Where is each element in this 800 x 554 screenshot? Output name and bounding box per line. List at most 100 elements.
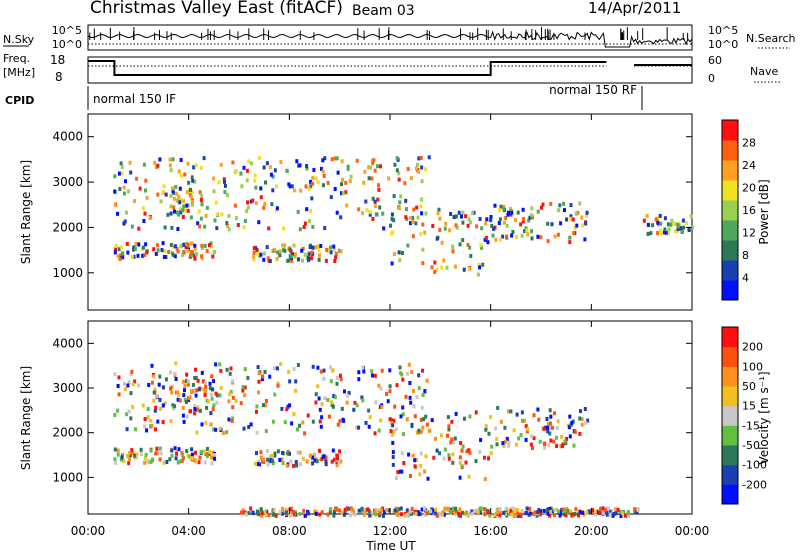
range-cell bbox=[352, 407, 356, 412]
range-cell bbox=[427, 155, 431, 160]
noise-sky-line bbox=[87, 30, 693, 48]
range-cell bbox=[435, 513, 439, 517]
range-cell bbox=[311, 175, 315, 180]
range-cell bbox=[149, 448, 153, 453]
range-cell bbox=[419, 464, 423, 468]
range-cell bbox=[499, 204, 503, 209]
range-cell bbox=[516, 210, 520, 215]
range-cell bbox=[415, 395, 419, 400]
range-cell bbox=[496, 510, 500, 515]
range-cell bbox=[294, 463, 298, 468]
feature-band-E bbox=[390, 205, 494, 277]
range-cell bbox=[438, 228, 442, 232]
range-cell bbox=[205, 249, 209, 253]
range-cell bbox=[561, 442, 565, 447]
range-cell bbox=[114, 247, 118, 252]
range-cell bbox=[411, 219, 415, 224]
noise-left-tick-top: 10^5 bbox=[52, 24, 82, 37]
range-cell bbox=[413, 464, 417, 469]
range-cell bbox=[210, 396, 214, 401]
range-cell bbox=[548, 507, 551, 511]
range-cell bbox=[376, 508, 380, 513]
range-cell bbox=[285, 168, 289, 173]
range-cell bbox=[190, 202, 194, 207]
range-cell bbox=[233, 203, 237, 208]
range-cell bbox=[123, 381, 126, 386]
range-cell bbox=[318, 253, 321, 258]
range-cell bbox=[255, 409, 258, 414]
range-cell bbox=[314, 511, 318, 516]
range-cell bbox=[279, 362, 283, 367]
colorbar-tick-label: 100 bbox=[742, 360, 763, 373]
range-cell bbox=[152, 247, 156, 252]
range-cell bbox=[268, 374, 272, 379]
range-cell bbox=[262, 205, 266, 210]
range-cell bbox=[123, 387, 127, 392]
range-cell bbox=[310, 196, 314, 201]
range-cell bbox=[412, 389, 415, 393]
noise-left-tick-bottom: 10^0 bbox=[52, 38, 82, 51]
range-cell bbox=[616, 507, 620, 512]
range-cell bbox=[254, 461, 258, 466]
range-cell bbox=[333, 187, 337, 191]
range-cell bbox=[492, 226, 496, 231]
range-cell bbox=[152, 390, 156, 395]
range-cell bbox=[119, 161, 123, 166]
range-cell bbox=[521, 207, 525, 212]
range-cell bbox=[493, 203, 497, 208]
range-cell bbox=[424, 414, 428, 419]
range-cell bbox=[196, 221, 200, 226]
range-cell bbox=[404, 207, 408, 212]
range-cell bbox=[227, 214, 231, 218]
range-cell bbox=[527, 512, 531, 517]
colorbar-segment bbox=[722, 220, 738, 241]
range-cell bbox=[499, 419, 503, 424]
range-cell bbox=[578, 416, 582, 421]
range-cell bbox=[178, 186, 182, 191]
range-cell bbox=[190, 199, 194, 204]
range-cell bbox=[264, 180, 267, 185]
range-cell bbox=[642, 218, 646, 223]
range-cell bbox=[423, 389, 427, 394]
range-cell bbox=[195, 407, 199, 412]
range-cell bbox=[420, 165, 424, 170]
range-cell bbox=[174, 377, 178, 381]
range-cell bbox=[328, 509, 332, 514]
range-cell bbox=[254, 201, 258, 206]
range-cell bbox=[377, 428, 381, 433]
range-cell bbox=[178, 459, 182, 464]
range-cell bbox=[262, 165, 266, 170]
range-cell bbox=[663, 216, 667, 221]
range-cell bbox=[246, 200, 249, 205]
range-cell bbox=[527, 218, 531, 223]
range-cell bbox=[438, 216, 442, 221]
range-cell bbox=[223, 189, 227, 194]
range-cell bbox=[531, 446, 534, 451]
range-cell bbox=[218, 362, 222, 367]
range-cell bbox=[383, 509, 387, 514]
range-cell bbox=[332, 510, 336, 514]
range-cell bbox=[539, 235, 543, 240]
range-cell bbox=[568, 414, 572, 419]
range-cell bbox=[219, 386, 223, 390]
range-cell bbox=[357, 425, 361, 430]
range-cell bbox=[479, 243, 483, 248]
range-cell bbox=[614, 511, 618, 516]
range-cell bbox=[433, 511, 437, 516]
range-cell bbox=[461, 210, 465, 215]
range-cell bbox=[360, 506, 364, 511]
range-cell bbox=[401, 412, 405, 417]
range-cell bbox=[399, 194, 403, 199]
frequency-panel: Freq. [MHz] 18 8 60 0 Nave bbox=[3, 52, 780, 85]
range-cell bbox=[212, 189, 216, 194]
range-cell bbox=[344, 190, 348, 195]
range-cell bbox=[391, 230, 395, 235]
range-cell bbox=[340, 159, 344, 164]
noise-left-label: N.Sky bbox=[3, 33, 35, 46]
range-cell bbox=[267, 226, 271, 231]
range-cell bbox=[311, 245, 315, 250]
range-cell bbox=[275, 206, 279, 211]
colorbar-tick-label: 16 bbox=[742, 204, 756, 217]
range-cell bbox=[361, 398, 365, 403]
colorbar-segment bbox=[722, 260, 738, 281]
